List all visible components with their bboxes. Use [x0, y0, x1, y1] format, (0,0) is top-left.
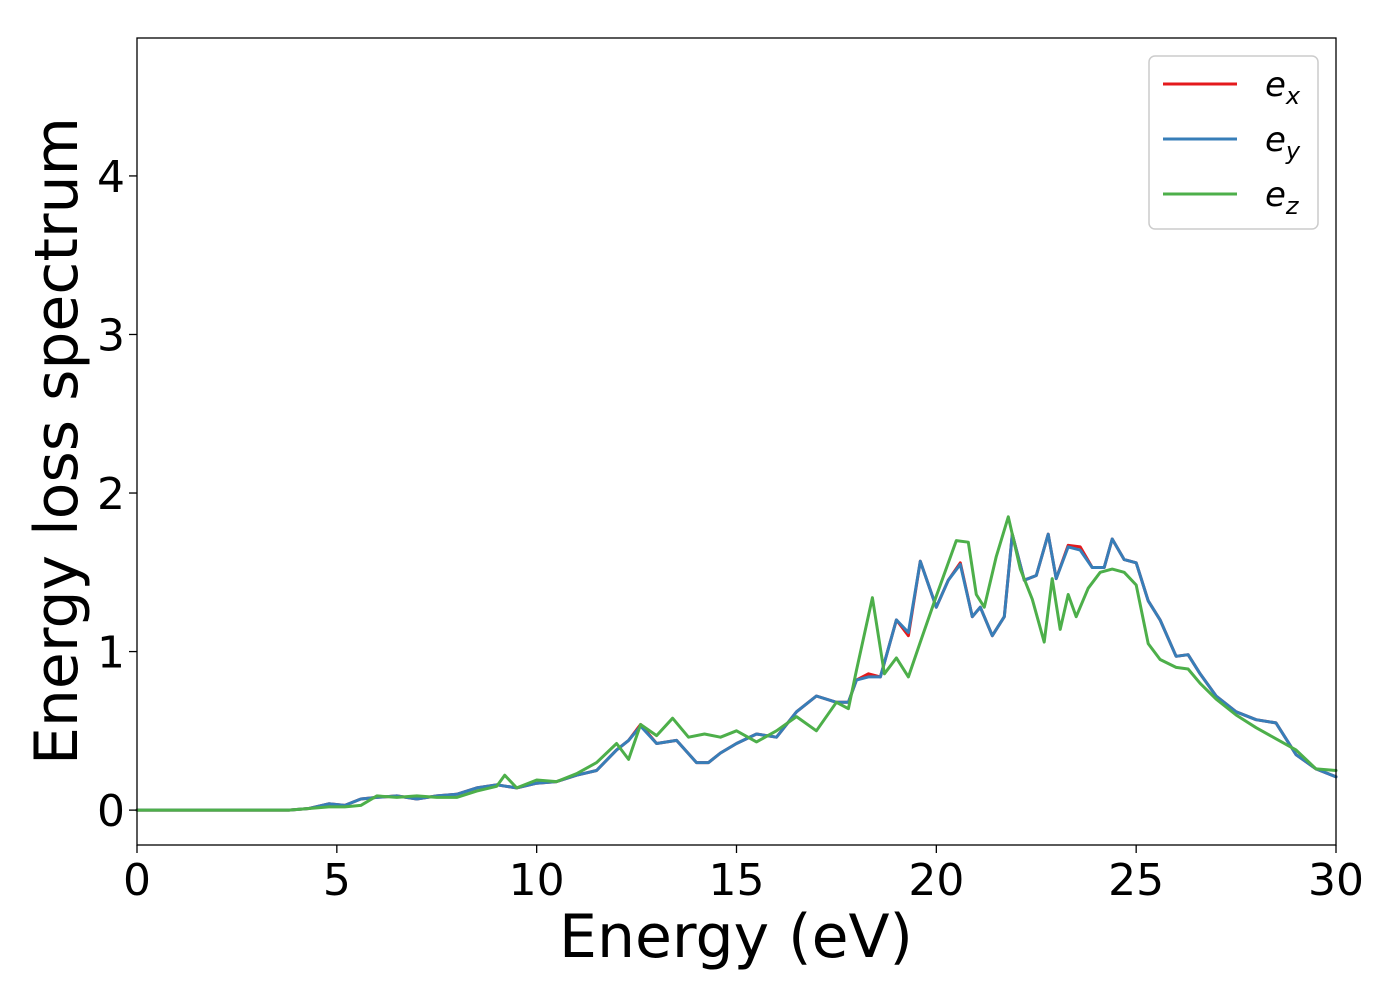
y-tick-label: 4 [97, 152, 125, 203]
plot-frame [136, 37, 1337, 846]
legend-label-e-x: ex [1265, 65, 1301, 110]
legend: ex ey ez [1148, 55, 1319, 230]
x-axis-ticks: 0 5 10 15 20 25 30 [123, 845, 1364, 906]
series-line-e-z [135, 515, 1338, 812]
y-tick-label: 0 [97, 786, 125, 837]
y-axis-ticks: 0 1 2 3 4 [97, 152, 137, 837]
plot-background [137, 38, 1336, 845]
series-layer [135, 515, 1338, 812]
legend-box [1148, 55, 1319, 230]
legend-label-e-z: ez [1265, 175, 1300, 220]
x-tick-label: 20 [908, 855, 964, 906]
series-line-e-y [135, 532, 1338, 812]
x-axis-title: Energy (eV) [559, 902, 913, 972]
x-tick-label: 10 [509, 855, 565, 906]
x-tick-label: 0 [123, 855, 151, 906]
x-tick-label: 5 [323, 855, 351, 906]
y-tick-label: 1 [97, 628, 125, 679]
y-axis-title: Energy loss spectrum [22, 117, 92, 765]
y-tick-label: 2 [97, 469, 125, 520]
legend-label-e-y: ey [1265, 120, 1301, 165]
x-tick-label: 15 [709, 855, 765, 906]
x-tick-label: 25 [1108, 855, 1164, 906]
y-tick-label: 3 [97, 310, 125, 361]
x-tick-label: 30 [1308, 855, 1364, 906]
